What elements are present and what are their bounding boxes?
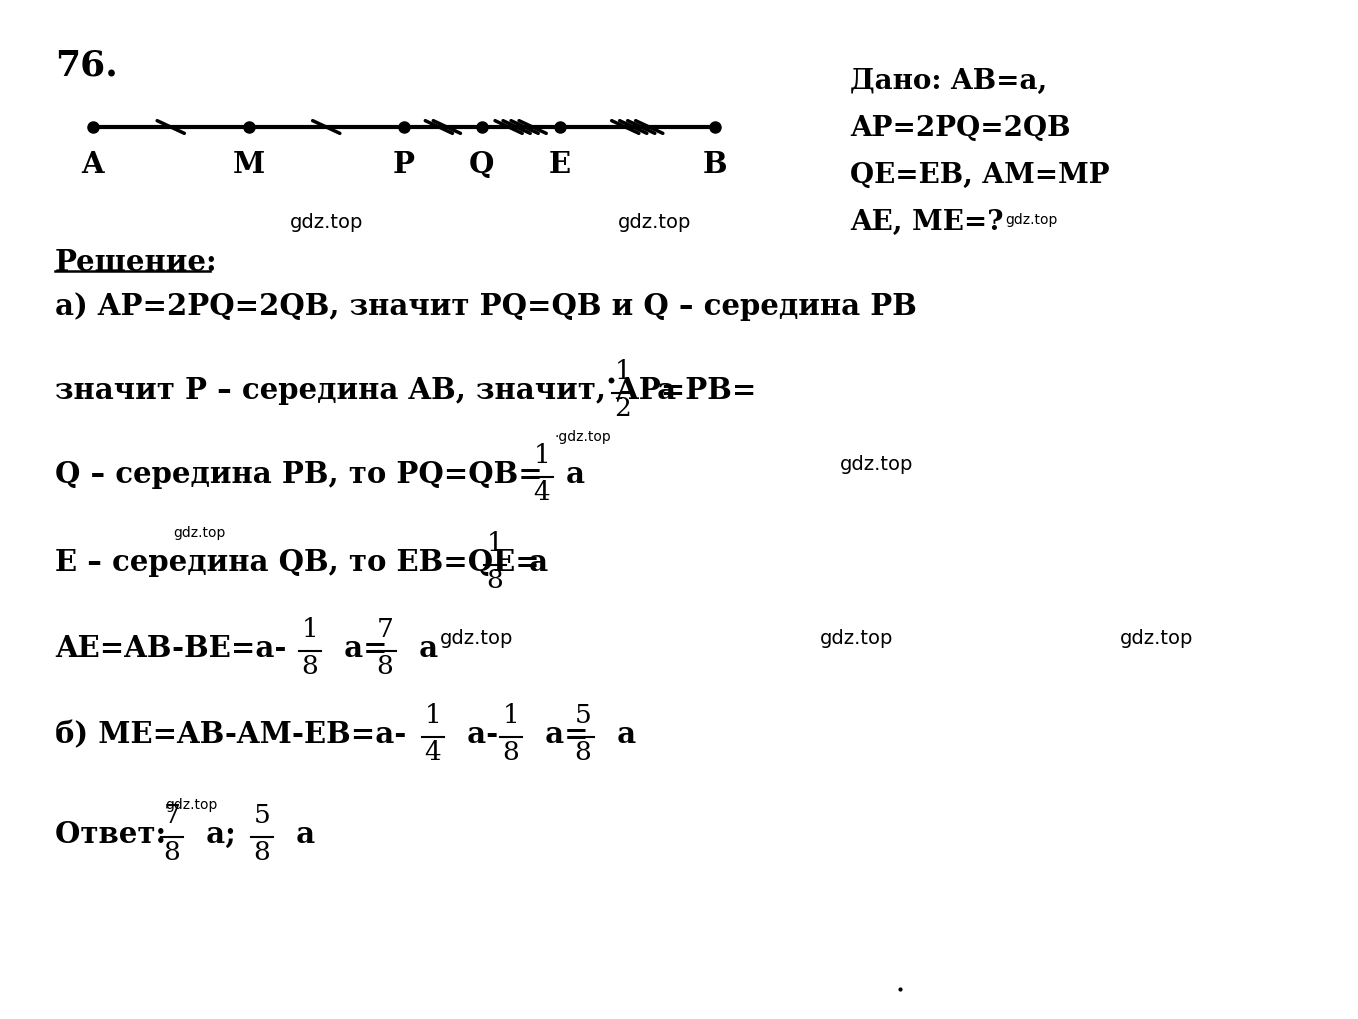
Text: AE, ME=?: AE, ME=? (850, 209, 1004, 235)
Text: 7: 7 (376, 616, 394, 641)
Text: 5: 5 (574, 702, 591, 728)
Text: a: a (566, 460, 585, 488)
Text: a: a (287, 819, 315, 848)
Text: 8: 8 (254, 840, 270, 864)
Text: E – середина QB, то EB=QE=: E – середина QB, то EB=QE= (56, 547, 539, 577)
Text: gdz.top: gdz.top (1005, 213, 1058, 227)
Text: a: a (607, 719, 636, 748)
Text: 8: 8 (486, 568, 504, 592)
Text: a: a (646, 376, 676, 405)
Text: 7: 7 (163, 802, 181, 827)
Text: a: a (519, 547, 549, 577)
Text: a=: a= (334, 634, 387, 662)
Text: 1: 1 (486, 531, 504, 555)
Text: gdz.top: gdz.top (618, 213, 691, 231)
Text: AP=2PQ=2QB: AP=2PQ=2QB (850, 115, 1070, 142)
Text: 8: 8 (502, 739, 519, 764)
Text: Дано: AB=a,: Дано: AB=a, (850, 68, 1047, 95)
Text: gdz.top: gdz.top (841, 454, 914, 474)
Text: 2: 2 (615, 395, 631, 421)
Text: E: E (549, 150, 570, 178)
Text: a;: a; (196, 819, 246, 848)
Text: a=: a= (535, 719, 588, 748)
Text: 8: 8 (574, 739, 591, 764)
Text: 5: 5 (254, 802, 270, 827)
Text: ·gdz.top: ·gdz.top (554, 430, 611, 443)
Text: Q: Q (469, 150, 494, 178)
Text: gdz.top: gdz.top (440, 629, 513, 647)
Text: AE=AB-BE=a-: AE=AB-BE=a- (56, 634, 287, 662)
Text: P: P (392, 150, 416, 178)
Text: a-: a- (458, 719, 498, 748)
Text: а) AP=2PQ=2QB, значит PQ=QB и Q – середина PB: а) AP=2PQ=2QB, значит PQ=QB и Q – середи… (56, 291, 917, 321)
Text: 8: 8 (163, 840, 181, 864)
Text: gdz.top: gdz.top (1120, 629, 1194, 647)
Text: A: A (81, 150, 105, 178)
Text: значит P – середина AB, значит, AP=PB=: значит P – середина AB, значит, AP=PB= (56, 376, 756, 405)
Text: б) ME=AB-AM-EB=a-: б) ME=AB-AM-EB=a- (56, 719, 406, 748)
Text: QE=EB, AM=MP: QE=EB, AM=MP (850, 162, 1109, 189)
Text: gdz.top: gdz.top (820, 629, 894, 647)
Text: Решение:: Решение: (56, 248, 217, 277)
Text: gdz.top: gdz.top (166, 797, 217, 811)
Text: 8: 8 (301, 653, 318, 679)
Text: 76.: 76. (56, 48, 118, 82)
Text: a: a (409, 634, 439, 662)
Text: 1: 1 (425, 702, 441, 728)
Text: Q – середина PB, то PQ=QB=: Q – середина PB, то PQ=QB= (56, 460, 543, 488)
Text: 1: 1 (301, 616, 318, 641)
Text: Ответ:: Ответ: (56, 819, 177, 848)
Text: M: M (232, 150, 265, 178)
Text: 1: 1 (615, 359, 631, 383)
Text: 8: 8 (376, 653, 394, 679)
Text: 1: 1 (534, 442, 550, 468)
Text: gdz.top: gdz.top (291, 213, 364, 231)
Text: 4: 4 (425, 739, 441, 764)
Text: B: B (702, 150, 728, 178)
Text: gdz.top: gdz.top (172, 526, 225, 539)
Text: 1: 1 (502, 702, 519, 728)
Text: 4: 4 (534, 480, 550, 504)
